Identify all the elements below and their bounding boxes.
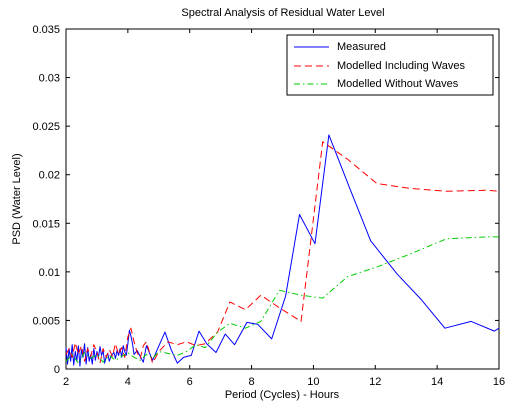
legend-box: [286, 34, 494, 96]
x-tick-label: 4: [125, 376, 131, 388]
x-tick-label: 6: [187, 376, 193, 388]
x-tick-label: 16: [493, 376, 505, 388]
chart-title: Spectral Analysis of Residual Water Leve…: [181, 7, 384, 19]
series-group: [65, 134, 500, 367]
legend: Measured Modelled Including Waves Modell…: [286, 34, 494, 96]
y-axis-title: PSD (Water Level): [11, 153, 23, 244]
x-tick-label: 2: [63, 376, 69, 388]
legend-entry-measured: Measured: [337, 41, 386, 53]
legend-entry-modelled-without-waves: Modelled Without Waves: [337, 78, 459, 90]
y-tick-label: 0.03: [39, 73, 60, 85]
x-tick-label: 10: [307, 376, 319, 388]
y-tick-label: 0.035: [32, 24, 60, 36]
y-axis: 0 0.005 0.01 0.015 0.02 0.025 0.03 0.035: [32, 24, 499, 376]
y-tick-label: 0.01: [39, 267, 60, 279]
y-tick-label: 0: [54, 364, 60, 376]
x-axis: 2 4 6 8 10 12 14 16: [63, 29, 505, 388]
y-tick-label: 0.02: [39, 170, 60, 182]
y-tick-label: 0.015: [32, 218, 60, 230]
legend-entry-modelled-including-waves: Modelled Including Waves: [337, 60, 465, 72]
measured-series-line: [65, 134, 500, 367]
x-tick-label: 8: [249, 376, 255, 388]
y-tick-label: 0.005: [32, 315, 60, 327]
x-axis-title: Period (Cycles) - Hours: [225, 389, 340, 401]
x-tick-label: 12: [369, 376, 381, 388]
modelled-including-waves-series-line: [65, 141, 500, 364]
y-tick-label: 0.025: [32, 121, 60, 133]
x-tick-label: 14: [431, 376, 443, 388]
